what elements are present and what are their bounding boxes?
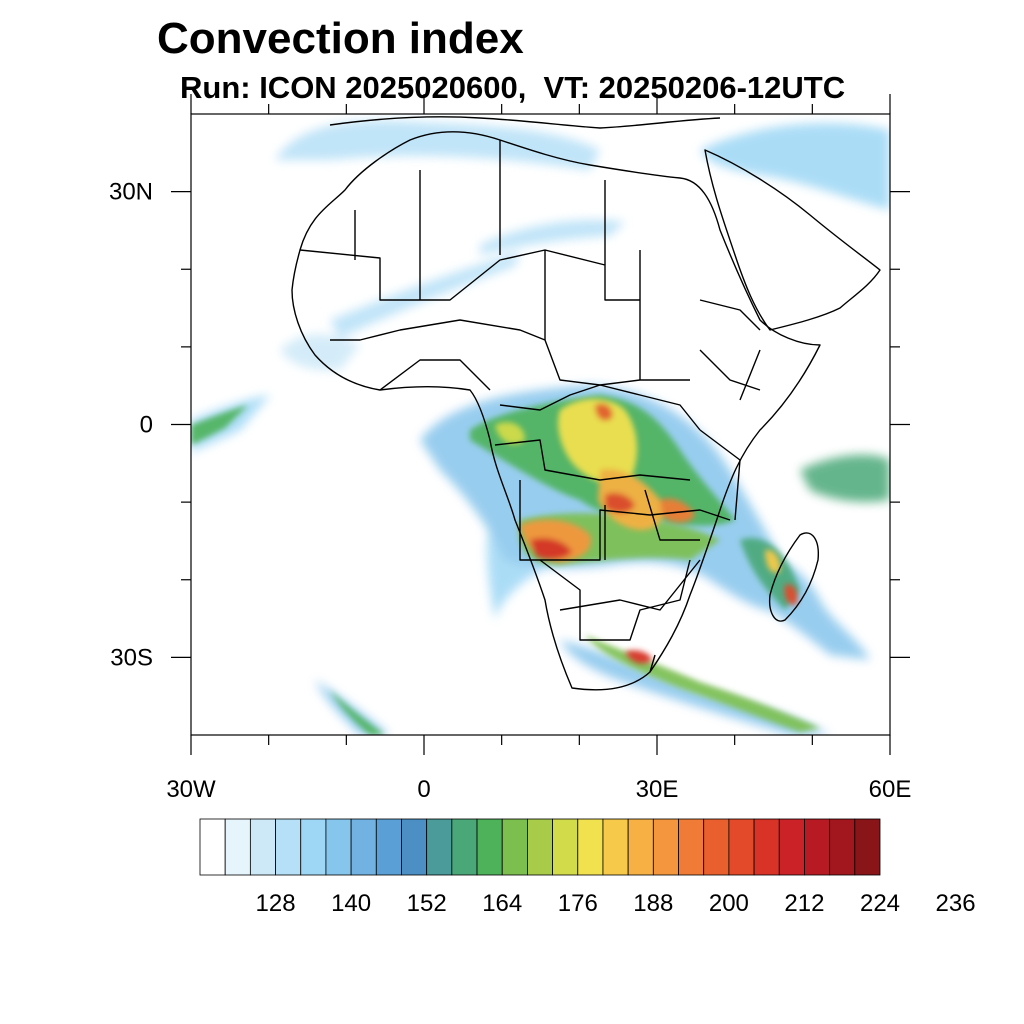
colorbar-bin [375,818,402,876]
colorbar-bin [275,818,302,876]
colorbar-bin [728,818,755,876]
colorbar-bin [300,818,327,876]
coastlines [291,116,881,691]
lat-tick-label: 30S [110,644,153,671]
colorbar-bin [829,818,856,876]
colorbar-bin [199,818,226,876]
convection-field [191,120,890,735]
map-axes: 30N 0 30S 30W 0 30E 60E [109,94,911,803]
colorbar-label: 188 [633,890,673,917]
lon-tick-label: 60E [869,776,912,803]
colorbar-label: 224 [860,890,900,917]
colorbar: 128 140 152 164 176 188 200 212 224 236 [199,818,976,917]
colorbar-bin [325,818,352,876]
colorbar-bin [753,818,780,876]
colorbar-label: 212 [784,890,824,917]
colorbar-label: 140 [331,890,371,917]
colorbar-bin [501,818,528,876]
map-subtitle: Run: ICON 2025020600, VT: 20250206-12UTC [180,70,846,105]
lon-tick-label: 30W [166,776,216,803]
colorbar-label: 176 [558,890,598,917]
colorbar-bin [602,818,629,876]
colorbar-bin [451,818,478,876]
colorbar-label: 164 [482,890,522,917]
colorbar-label: 236 [936,890,976,917]
colorbar-bin [527,818,553,876]
colorbar-label: 200 [709,890,749,917]
lon-tick-label: 30E [636,776,679,803]
lat-tick-label: 30N [109,179,153,206]
colorbar-bin [577,818,604,876]
colorbar-bin [426,818,453,876]
colorbar-bin [804,818,831,876]
colorbar-bin [249,818,276,876]
colorbar-bin [703,818,730,876]
colorbar-label: 128 [256,890,296,917]
colorbar-bin [476,818,503,876]
lon-tick-label: 0 [417,776,430,803]
colorbar-bin [350,818,377,876]
colorbar-bin [627,818,654,876]
colorbar-bin [678,818,705,876]
colorbar-bin [401,818,428,876]
colorbar-bin [652,818,679,876]
lat-tick-label: 0 [140,412,153,439]
colorbar-bin [778,818,805,876]
colorbar-label: 152 [407,890,447,917]
colorbar-bin [552,818,579,876]
map-title: Convection index [157,14,524,63]
colorbar-bin [854,818,881,876]
colorbar-bin [224,818,251,876]
